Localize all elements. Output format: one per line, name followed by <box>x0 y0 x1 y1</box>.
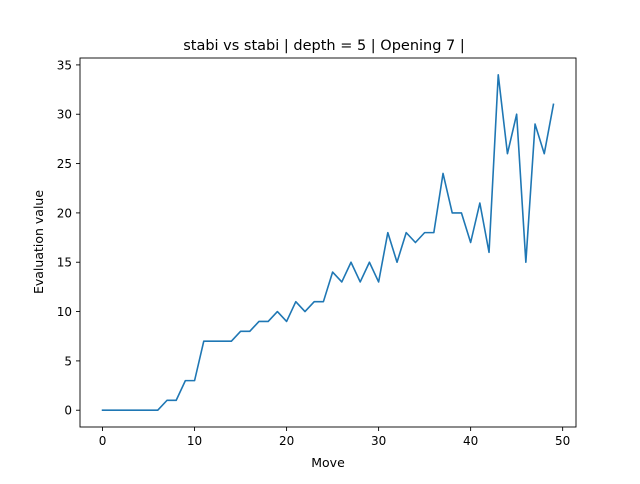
y-tick-label: 35 <box>57 58 72 72</box>
y-tick-label: 30 <box>57 108 72 122</box>
y-axis-label: Evaluation value <box>31 190 46 294</box>
plot-area: 0 10 20 30 40 50 0 5 10 15 20 25 30 35 <box>57 57 577 448</box>
x-axis-label: Move <box>311 455 345 470</box>
y-tick-label: 15 <box>57 256 72 270</box>
x-tick-label: 20 <box>279 434 294 448</box>
series-line-1 <box>101 73 555 412</box>
y-tick-label: 5 <box>64 354 72 368</box>
x-tick-label: 10 <box>187 434 202 448</box>
y-tick-label: 0 <box>64 404 72 418</box>
x-tick-label: 30 <box>371 434 386 448</box>
y-tick-label: 25 <box>57 157 72 171</box>
x-tick-label: 0 <box>99 434 107 448</box>
y-tick-label: 20 <box>57 206 72 220</box>
y-tick-label: 10 <box>57 305 72 319</box>
chart-title: stabi vs stabi | depth = 5 | Opening 7 | <box>183 38 465 54</box>
axes-frame <box>79 57 577 428</box>
x-tick-label: 40 <box>463 434 478 448</box>
x-tick-label: 50 <box>555 434 570 448</box>
